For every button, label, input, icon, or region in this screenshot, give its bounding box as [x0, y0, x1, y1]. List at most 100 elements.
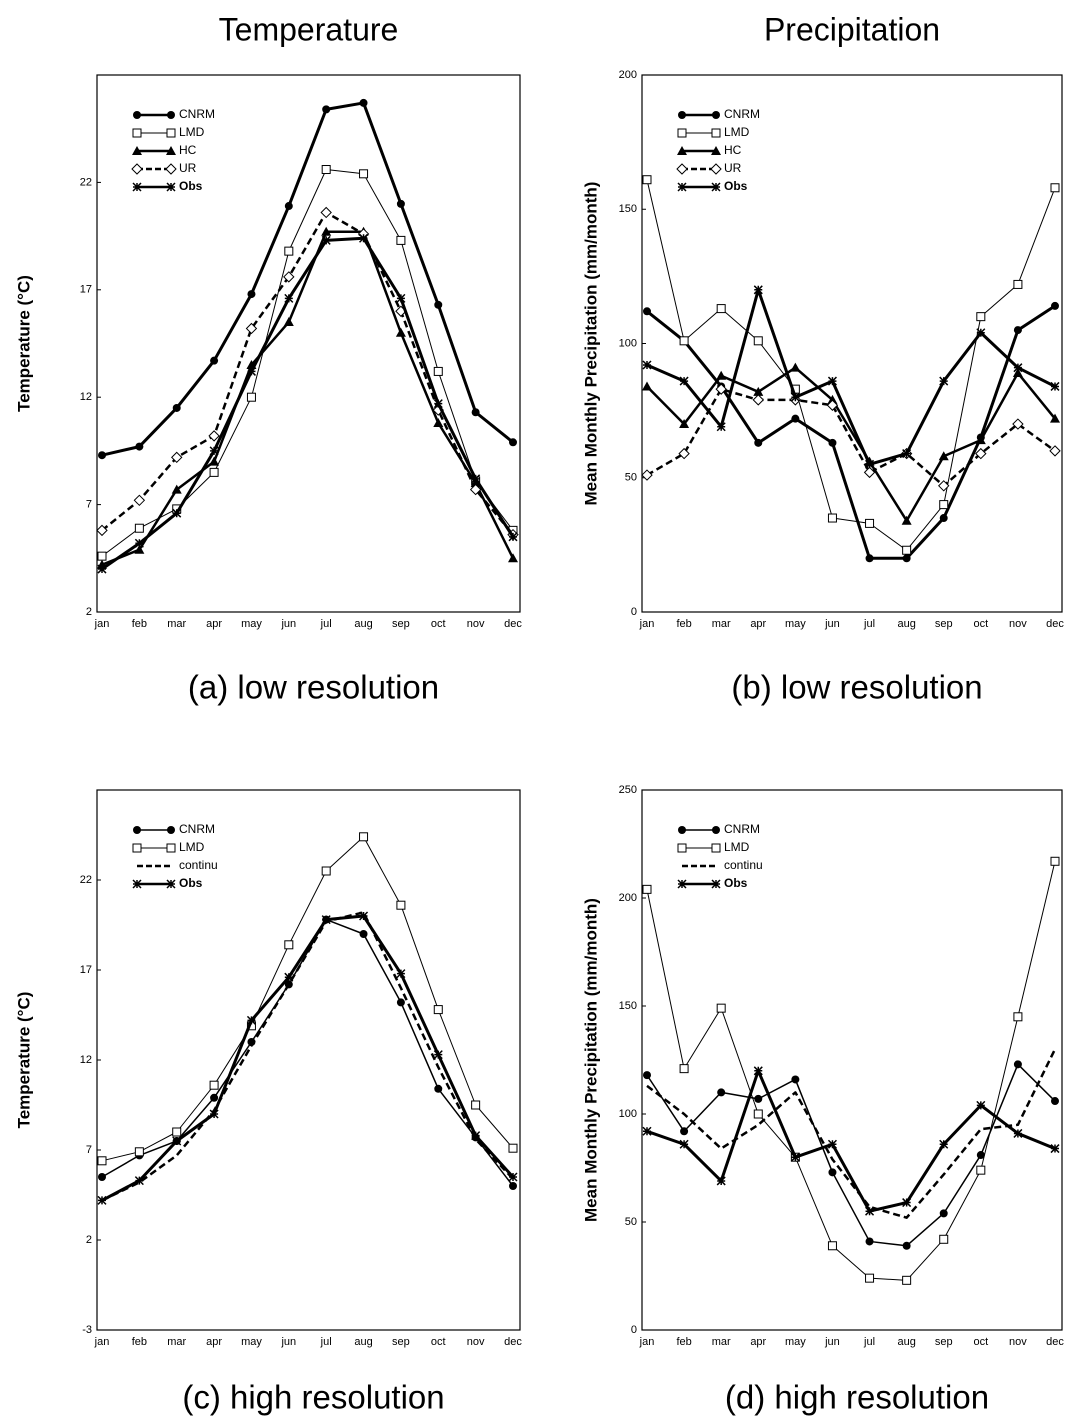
series-line	[101, 836, 514, 1162]
marker	[642, 1126, 652, 1136]
series-line	[646, 861, 1056, 1281]
marker	[754, 438, 763, 447]
marker	[434, 300, 443, 309]
marker	[172, 1136, 182, 1146]
marker	[98, 1173, 106, 1181]
y-tick-label: 100	[619, 337, 637, 349]
series-line	[101, 169, 514, 557]
marker	[166, 182, 176, 192]
marker	[433, 417, 444, 427]
y-axis-label: Mean Monthly Precipitation (mm/month)	[581, 182, 600, 506]
marker	[975, 447, 987, 460]
marker	[976, 1100, 986, 1110]
series-line	[101, 911, 514, 1202]
x-tick-label: feb	[132, 1336, 147, 1348]
marker	[716, 1003, 726, 1013]
marker	[902, 1198, 912, 1208]
marker	[132, 182, 142, 192]
marker	[469, 483, 482, 496]
marker	[716, 304, 726, 314]
x-tick-label: jul	[863, 1336, 875, 1348]
y-tick-label: -3	[82, 1324, 92, 1336]
x-tick-label: may	[241, 1336, 262, 1348]
marker	[246, 392, 256, 402]
y-tick-label: 150	[619, 1000, 637, 1012]
marker	[827, 1139, 837, 1149]
marker	[284, 972, 294, 982]
marker	[97, 1156, 107, 1166]
series-line	[646, 1069, 1056, 1213]
marker	[710, 163, 722, 175]
marker	[209, 1080, 219, 1090]
marker	[132, 146, 142, 155]
marker	[939, 500, 949, 510]
marker	[676, 163, 688, 175]
marker	[471, 408, 480, 417]
x-tick-label: may	[785, 618, 806, 630]
marker	[1050, 856, 1060, 866]
marker	[134, 538, 144, 548]
marker	[680, 1127, 689, 1136]
x-tick-label: jan	[94, 618, 110, 630]
marker	[642, 175, 652, 185]
marker	[133, 826, 141, 834]
marker	[433, 399, 443, 409]
marker	[679, 1139, 689, 1149]
marker	[711, 128, 721, 138]
marker	[938, 451, 949, 461]
marker	[246, 366, 256, 376]
marker	[679, 1064, 689, 1074]
y-tick-label: 12	[80, 1054, 92, 1066]
marker	[827, 394, 838, 404]
marker	[172, 1127, 182, 1137]
marker	[1013, 1060, 1022, 1069]
marker	[754, 1094, 763, 1103]
marker	[166, 146, 176, 155]
marker	[901, 515, 912, 525]
x-tick-label: jul	[320, 1336, 332, 1348]
legend-label: HC	[179, 143, 197, 157]
marker	[166, 843, 176, 853]
marker	[134, 544, 145, 554]
x-tick-label: nov	[467, 618, 485, 630]
marker	[790, 1152, 800, 1162]
x-tick-label: aug	[897, 1336, 915, 1348]
marker	[1050, 183, 1060, 193]
marker	[753, 1066, 763, 1076]
x-tick-label: aug	[897, 618, 915, 630]
marker	[508, 1172, 518, 1182]
series-line	[646, 179, 1056, 551]
x-tick-label: nov	[1009, 618, 1027, 630]
marker	[677, 843, 687, 853]
y-tick-label: 2	[86, 606, 92, 618]
marker	[171, 484, 182, 494]
marker	[827, 376, 837, 386]
marker	[359, 911, 369, 921]
series-line	[646, 1048, 1057, 1219]
chart-title: Precipitation	[764, 11, 940, 47]
plot-frame	[96, 789, 521, 1331]
legend-label: CNRM	[179, 107, 215, 121]
marker	[246, 1015, 256, 1025]
legend-label: CNRM	[179, 822, 215, 836]
y-tick-label: 17	[80, 964, 92, 976]
chart-title: Temperature	[219, 11, 399, 47]
marker	[395, 327, 406, 337]
marker	[716, 1176, 726, 1186]
x-tick-label: may	[785, 1336, 806, 1348]
marker	[826, 399, 839, 411]
marker	[471, 1131, 481, 1141]
marker	[678, 826, 686, 834]
y-tick-label: 17	[80, 284, 92, 296]
marker	[396, 199, 405, 208]
marker	[210, 356, 219, 365]
y-tick-label: 22	[80, 874, 92, 886]
y-tick-label: 200	[619, 892, 637, 904]
marker	[210, 1093, 219, 1102]
marker	[172, 508, 182, 518]
marker	[434, 1084, 443, 1093]
y-tick-label: 0	[631, 606, 637, 618]
marker	[902, 554, 911, 563]
marker	[209, 1109, 219, 1119]
